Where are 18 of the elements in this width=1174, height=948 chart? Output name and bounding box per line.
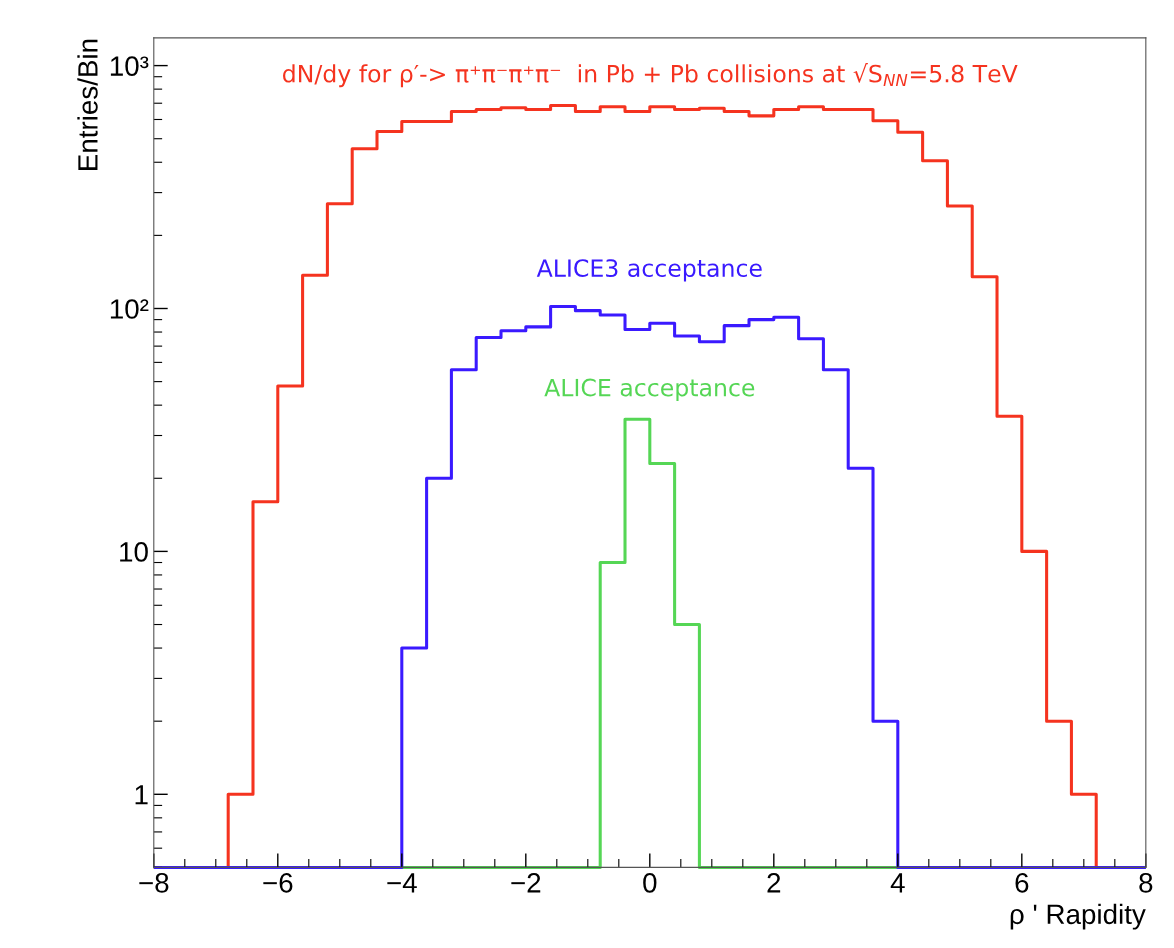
series-label: dN/dy for ρ′-> π⁺π⁻π⁺π⁻ in Pb + Pb collisions at √S$_{NN}$=5.8 TeV [283, 63, 1018, 88]
x-tick-label: 8 [1139, 873, 1153, 893]
x-tick-label: −4 [387, 873, 417, 893]
y-tick-label: 1 [135, 785, 148, 805]
series-label: ALICE3 acceptance [536, 259, 762, 282]
x-tick-label: 4 [890, 873, 905, 893]
x-tick-label: 0 [643, 873, 657, 893]
x-tick-label: 6 [1015, 873, 1029, 893]
y-tick-label: 10 [120, 542, 148, 562]
y-tick-label: 10³ [110, 56, 149, 76]
x-tick-label: 2 [767, 873, 781, 893]
y-tick-label: 10² [110, 299, 149, 319]
x-tick-label: −6 [263, 873, 293, 893]
x-tick-label: −2 [511, 873, 541, 893]
y-axis-title: Entries/Bin [77, 39, 98, 170]
series-label: ALICE acceptance [544, 378, 755, 402]
x-axis-title: ρ ' Rapidity [1010, 903, 1146, 930]
x-tick-label: −8 [139, 873, 169, 893]
